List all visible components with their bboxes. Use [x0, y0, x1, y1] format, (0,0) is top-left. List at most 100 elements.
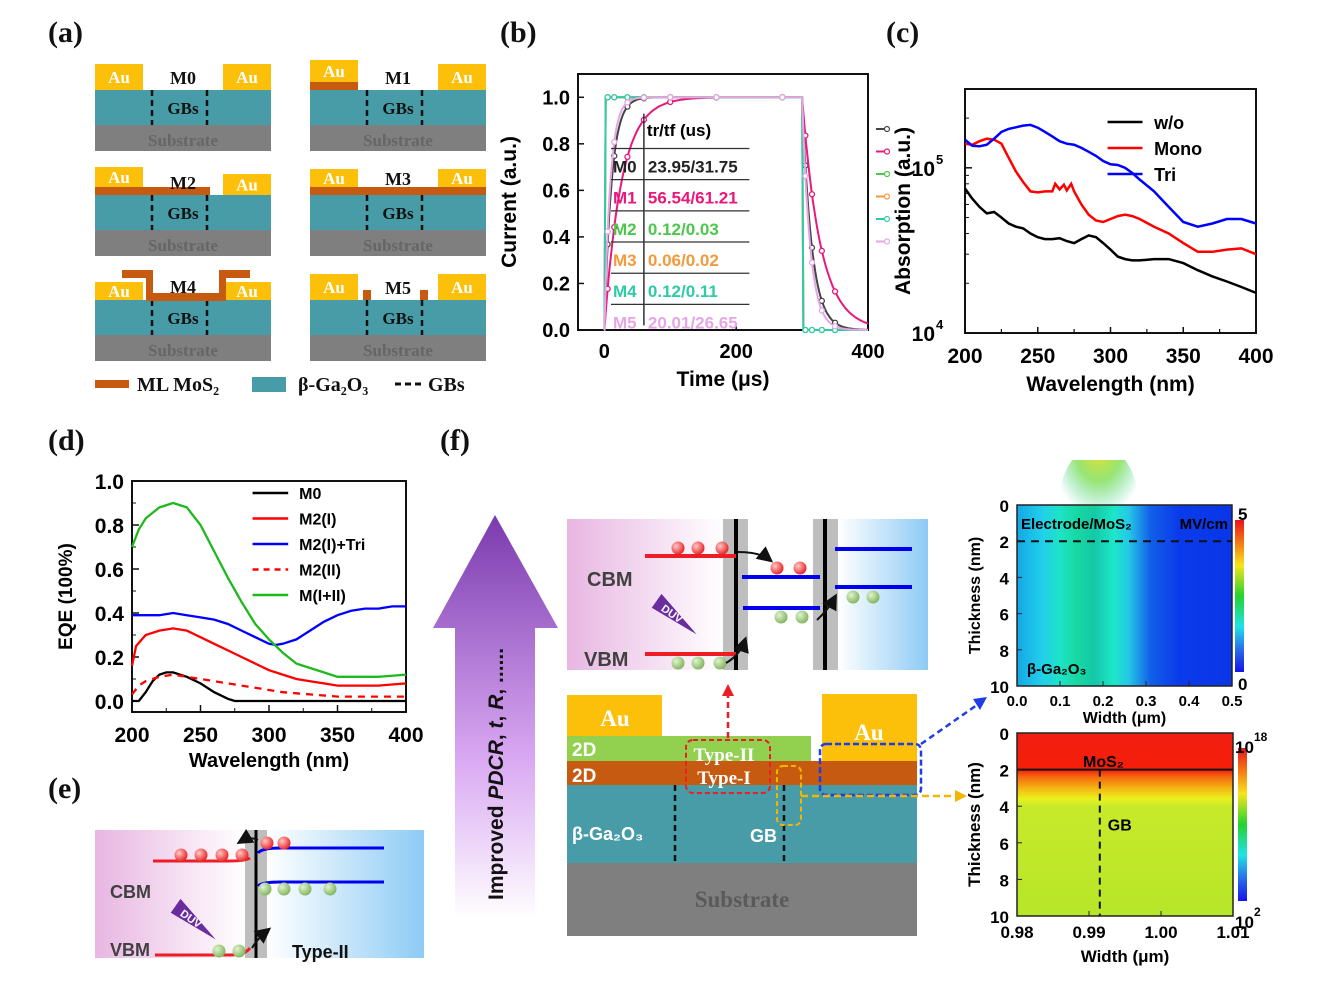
type1-label: Type-I	[697, 768, 750, 789]
mos2-layer	[310, 187, 486, 195]
panel-label-f: (f)	[440, 424, 470, 457]
y-tick-label: 4	[1000, 569, 1010, 588]
x-tick-label: 400	[388, 724, 423, 747]
series-marker	[808, 191, 816, 198]
ga2o3-label: β-Ga₂O₃	[572, 824, 643, 844]
series-marker	[802, 172, 809, 180]
hole-icon	[277, 882, 291, 896]
heatmap-bottom-field	[1017, 733, 1233, 916]
duv-beam	[170, 898, 216, 940]
electron-icon	[671, 541, 685, 555]
device-name: M1	[385, 68, 411, 88]
legend-marker	[883, 148, 891, 155]
p-side-region	[567, 519, 724, 670]
improvement-text-part: t	[485, 720, 508, 728]
x-tick-label: 350	[1166, 345, 1201, 368]
colorbar-max: 10	[1235, 738, 1254, 757]
heatmap-frame	[1016, 504, 1233, 687]
y-tick-label: 2	[1000, 533, 1009, 552]
x-axis-label: Time (μs)	[677, 368, 770, 391]
y-axis-label: EQE (100%)	[56, 543, 77, 650]
y-tick-label: 0.4	[542, 227, 571, 249]
x-tick-label: 0.0	[1007, 693, 1028, 710]
y-tick-label: 2	[1000, 762, 1009, 781]
y-tick-label: 4	[1000, 798, 1010, 817]
legend-label: Mono	[1154, 139, 1202, 159]
panel-c-chart: 200 250 300 350 400 10 4 10 5 Wavelength (nm) Abso…	[880, 60, 1336, 405]
legend-mos2-swatch	[95, 380, 129, 388]
legend-label: M2(I)+Tri	[299, 537, 365, 554]
electron-icon	[194, 848, 208, 862]
x-tick-label: 300	[251, 724, 286, 747]
gbs-label: GBs	[382, 204, 414, 223]
au-electrode	[438, 274, 486, 300]
y-tick-label: 0.8	[542, 134, 570, 156]
2d-layer-top	[567, 736, 811, 761]
improvement-text-part: Improved	[485, 800, 508, 900]
hole-icon	[258, 882, 272, 896]
y-tick-label: 6	[1000, 606, 1009, 625]
device-name: M0	[170, 68, 196, 88]
colorbar-top	[1235, 520, 1244, 672]
mos2-stub	[420, 290, 428, 300]
y-axis-label: Absorption (a.u.)	[892, 127, 915, 295]
x-axis-label: Wavelength (nm)	[1026, 373, 1194, 396]
hole-icon	[774, 610, 788, 624]
x-tick-label: 0.2	[1093, 693, 1114, 710]
series-marker	[808, 259, 816, 266]
panel-label-e: (e)	[48, 772, 82, 805]
au-electrode	[310, 169, 358, 187]
electron-transfer-arrow	[236, 828, 259, 845]
eqe-chart: 0.0 0.2 0.4 0.6 0.8 1.0 200 250 300 350 400 Wavelen…	[56, 471, 424, 772]
series-line-m2itri	[132, 605, 406, 647]
table-value: 23.95/31.75	[648, 157, 738, 176]
connector-arrowhead-red	[722, 684, 734, 696]
mos2-layer	[95, 187, 210, 195]
series-line-m0	[132, 671, 406, 703]
series-line-m5	[603, 96, 868, 331]
series-line-tri	[964, 123, 1257, 228]
type2-label: Type-II	[694, 745, 755, 766]
hole-icon	[671, 656, 685, 670]
improvement-text-part: R	[485, 694, 508, 710]
panel-label-c: (c)	[886, 16, 920, 49]
improvement-text-part: ,	[485, 710, 508, 722]
device-m3: Substrate GBs Au Au M3	[310, 169, 486, 256]
panel-b-chart: 0.0 0.2 0.4 0.6 0.8 1.0 0 200 400 Time (μs) Curren…	[490, 60, 921, 405]
legend-label: M2(II)	[299, 563, 341, 580]
inset-table: tr/tf (us) M0 23.95/31.75 M1 56.54/61.21 M2 0.…	[610, 113, 750, 332]
x-tick-label: 250	[183, 724, 218, 747]
connector-arrowhead-blue	[973, 697, 987, 710]
hole-icon	[323, 882, 337, 896]
table-device: M1	[613, 189, 637, 208]
substrate-layer	[310, 230, 486, 256]
x-tick-label: 400	[1238, 345, 1273, 368]
2d-layer-bottom	[567, 761, 917, 785]
electron-icon	[215, 848, 229, 862]
series-marker	[624, 153, 631, 161]
table-device: M0	[613, 157, 637, 176]
x-tick-label: 300	[1093, 345, 1128, 368]
y-axis-label: Thickness (nm)	[967, 537, 984, 654]
legend-label: M0	[299, 486, 321, 503]
y-tick-label: 6	[1000, 835, 1009, 854]
legend-label: w/o	[1153, 113, 1184, 133]
hole-transfer-arrow	[725, 636, 749, 664]
au-electrode	[310, 274, 358, 300]
au-electrode	[310, 60, 358, 82]
x-tick-label: 400	[851, 341, 884, 363]
au-label: Au	[236, 176, 258, 195]
hole-transfer-arrow	[251, 927, 272, 949]
legend-ga2o3-label: β-Ga₂O₃	[298, 374, 368, 396]
y-tick-label: 10	[912, 158, 935, 181]
type-label: Type-II	[292, 942, 349, 962]
annotation-ga2o3: β-Ga₂O₃	[1027, 661, 1086, 678]
au-label: Au	[451, 169, 473, 188]
hole-transfer-arrow	[816, 593, 837, 621]
gbs-label: GBs	[382, 309, 414, 328]
cbm-label: CBM	[110, 882, 151, 902]
series-marker	[640, 94, 648, 101]
table-value: 0.12/0.11	[648, 282, 718, 301]
au-electrode	[95, 64, 143, 90]
